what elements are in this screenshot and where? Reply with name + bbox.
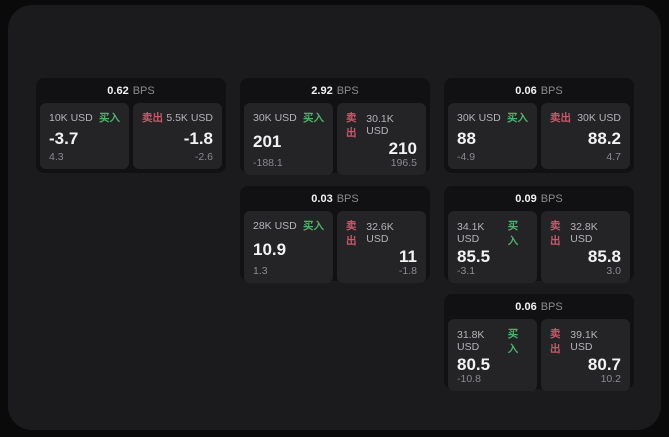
bps-unit: BPS [540,192,563,205]
sell-price: 11 [399,247,417,266]
sell-change: 196.5 [390,157,417,169]
buy-change: -10.8 [457,373,481,385]
sell-price: 210 [388,139,417,158]
buy-amount: 34.1K USD [457,221,485,245]
buy-label: 买入 [507,328,519,355]
buy-tile[interactable]: 10K USD 买入 -3.7 4.3 [40,103,129,169]
sell-tile[interactable]: 卖出 5.5K USD -1.8 -2.6 [133,103,222,169]
quote-card: 0.09 BPS 34.1K USD 买入 85.5 -3.1 卖出 32.8K… [444,186,634,283]
buy-change: -4.9 [457,151,476,163]
bps-value: 0.06 [515,300,537,313]
sell-amount: 30K USD [577,111,621,124]
sell-change: 3.0 [606,265,621,277]
bps-header: 0.03 BPS [240,186,430,211]
bps-header: 0.06 BPS [444,78,634,103]
buy-amount: 30K USD [253,111,297,124]
buy-price: 10.9 [253,239,287,259]
bps-header: 0.09 BPS [444,186,634,211]
bps-unit: BPS [132,84,155,97]
bps-header: 2.92 BPS [240,78,430,103]
buy-label: 买入 [507,220,519,247]
buy-price: 88 [457,128,476,148]
quote-card: 0.62 BPS 10K USD 买入 -3.7 4.3 卖出 5.5K USD… [36,78,226,173]
buy-price: 201 [253,131,282,151]
buy-amount: 31.8K USD [457,329,485,353]
sell-label: 卖出 [346,220,357,247]
sell-label: 卖出 [142,112,163,124]
sell-price: -1.8 [183,128,213,148]
quote-tiles: 34.1K USD 买入 85.5 -3.1 卖出 32.8K USD 85.8… [444,211,634,287]
quote-tiles: 30K USD 买入 201 -188.1 卖出 30.1K USD 210 1… [240,103,430,179]
sell-label: 卖出 [346,112,357,139]
app-panel: 0.62 BPS 10K USD 买入 -3.7 4.3 卖出 5.5K USD… [8,5,661,430]
bps-value: 2.92 [311,84,333,97]
bps-value: 0.06 [515,84,537,97]
sell-tile[interactable]: 卖出 39.1K USD 80.7 10.2 [541,319,630,391]
bps-value: 0.62 [107,84,129,97]
sell-amount: 5.5K USD [166,111,213,124]
buy-price: 85.5 [457,247,491,266]
buy-change: -3.1 [457,265,476,277]
bps-header: 0.06 BPS [444,294,634,319]
sell-price: 80.7 [587,355,621,374]
buy-tile[interactable]: 34.1K USD 买入 85.5 -3.1 [448,211,537,283]
buy-amount: 10K USD [49,111,93,124]
quote-tiles: 10K USD 买入 -3.7 4.3 卖出 5.5K USD -1.8 -2.… [36,103,226,173]
buy-change: -188.1 [253,157,283,169]
sell-change: -2.6 [194,151,213,163]
sell-tile[interactable]: 卖出 32.8K USD 85.8 3.0 [541,211,630,283]
buy-tile[interactable]: 30K USD 买入 201 -188.1 [244,103,333,175]
buy-label: 买入 [303,112,324,124]
buy-amount: 28K USD [253,219,297,232]
quote-card: 2.92 BPS 30K USD 买入 201 -188.1 卖出 30.1K … [240,78,430,175]
buy-change: 4.3 [49,151,64,163]
buy-tile[interactable]: 30K USD 买入 88 -4.9 [448,103,537,169]
buy-label: 买入 [507,112,528,124]
buy-change: 1.3 [253,265,268,277]
buy-tile[interactable]: 31.8K USD 买入 80.5 -10.8 [448,319,537,391]
buy-label: 买入 [99,112,120,124]
sell-tile[interactable]: 卖出 30K USD 88.2 4.7 [541,103,630,169]
bps-value: 0.09 [515,192,537,205]
bps-unit: BPS [336,192,359,205]
sell-price: 88.2 [587,128,621,148]
sell-amount: 30.1K USD [366,113,394,137]
bps-header: 0.62 BPS [36,78,226,103]
buy-price: -3.7 [49,128,79,148]
sell-tile[interactable]: 卖出 32.6K USD 11 -1.8 [337,211,426,283]
quote-card: 0.03 BPS 28K USD 买入 10.9 1.3 卖出 32.6K US… [240,186,430,283]
quote-tiles: 30K USD 买入 88 -4.9 卖出 30K USD 88.2 4.7 [444,103,634,173]
quote-tiles: 31.8K USD 买入 80.5 -10.8 卖出 39.1K USD 80.… [444,319,634,395]
quote-tiles: 28K USD 买入 10.9 1.3 卖出 32.6K USD 11 -1.8 [240,211,430,287]
sell-label: 卖出 [550,112,571,124]
sell-price: 85.8 [587,247,621,266]
bps-unit: BPS [540,84,563,97]
sell-amount: 32.6K USD [366,221,394,245]
buy-tile[interactable]: 28K USD 买入 10.9 1.3 [244,211,333,283]
sell-amount: 32.8K USD [570,221,598,245]
buy-label: 买入 [303,220,324,232]
sell-label: 卖出 [550,328,561,355]
sell-change: 4.7 [606,151,621,163]
sell-amount: 39.1K USD [570,329,598,353]
bps-unit: BPS [540,300,563,313]
quote-card: 0.06 BPS 30K USD 买入 88 -4.9 卖出 30K USD 8… [444,78,634,173]
quote-card: 0.06 BPS 31.8K USD 买入 80.5 -10.8 卖出 39.1… [444,294,634,391]
sell-tile[interactable]: 卖出 30.1K USD 210 196.5 [337,103,426,175]
bps-value: 0.03 [311,192,333,205]
buy-price: 80.5 [457,355,491,374]
sell-change: 10.2 [600,373,621,385]
sell-change: -1.8 [398,265,417,277]
bps-unit: BPS [336,84,359,97]
sell-label: 卖出 [550,220,561,247]
buy-amount: 30K USD [457,111,501,124]
